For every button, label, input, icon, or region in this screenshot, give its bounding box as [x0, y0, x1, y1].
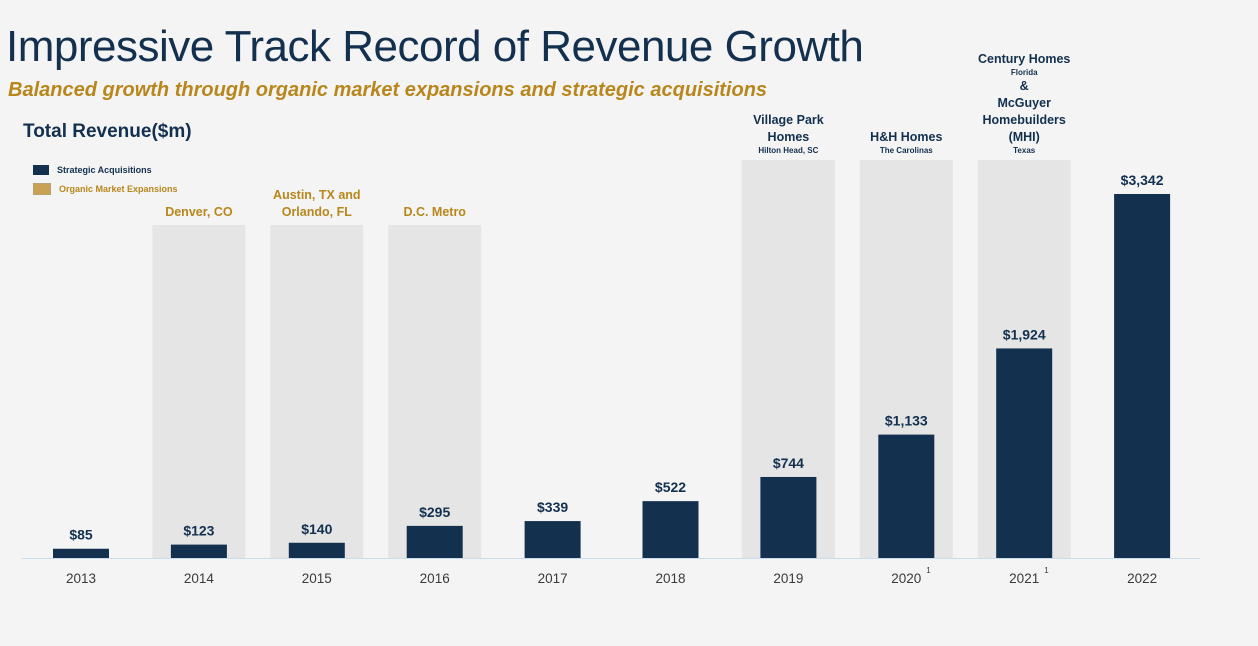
footnote-marker: 1 [926, 566, 931, 575]
annotation-label: (MHI) [1009, 130, 1040, 144]
legend-item-acquisitions: Strategic Acquisitions [33, 165, 152, 175]
annotation-label: H&H Homes [870, 130, 942, 144]
legend-swatch [33, 165, 49, 175]
data-label: $3,342 [1121, 172, 1164, 188]
x-tick-label: 2015 [302, 571, 332, 586]
data-label: $339 [537, 499, 568, 515]
legend-item-organic: Organic Market Expansions [33, 183, 178, 195]
x-tick-label: 2016 [420, 571, 450, 586]
annotation-label: Village Park [753, 113, 824, 127]
annotation-label: McGuyer [997, 96, 1051, 110]
legend-label: Organic Market Expansions [59, 184, 178, 194]
bar-2020 [878, 434, 935, 558]
x-tick-label: 2022 [1127, 571, 1157, 586]
annotation-shade [152, 225, 246, 558]
annotation-label: Florida [1011, 68, 1038, 77]
bar-2022 [1114, 194, 1171, 558]
data-label: $1,924 [1003, 326, 1046, 342]
data-label: $295 [419, 504, 450, 520]
footnote-marker: 1 [1044, 566, 1049, 575]
annotation-label: Texas [1013, 146, 1036, 155]
annotation-shade [270, 225, 364, 558]
data-label: $1,133 [885, 413, 928, 429]
data-label: $744 [773, 455, 804, 471]
x-tick-label: 2017 [538, 571, 568, 586]
annotation-label: D.C. Metro [403, 205, 466, 219]
annotation-label: Century Homes [978, 52, 1070, 66]
x-tick-label: 2019 [773, 571, 803, 586]
bar-2014 [170, 544, 227, 558]
annotation-label: Denver, CO [165, 205, 233, 219]
data-label: $85 [69, 527, 93, 543]
page-subtitle: Balanced growth through organic market e… [8, 79, 768, 101]
annotation-label: Hilton Head, SC [758, 146, 818, 155]
annotation-label: Austin, TX and [273, 188, 361, 202]
legend-swatch [33, 183, 51, 195]
x-tick-label: 2020 [891, 571, 921, 586]
bar-2017 [524, 521, 581, 558]
bar-2016 [406, 525, 463, 558]
data-label: $522 [655, 479, 686, 495]
legend-label: Strategic Acquisitions [57, 165, 152, 175]
annotation-label: & [1020, 79, 1029, 93]
annotation-shade [388, 225, 482, 558]
bar-2013 [53, 548, 109, 558]
annotation-label: Orlando, FL [282, 205, 353, 219]
bar-2015 [288, 542, 345, 558]
annotation-label: Homebuilders [983, 113, 1066, 127]
annotation-label: The Carolinas [880, 146, 933, 155]
data-label: $140 [301, 521, 332, 537]
x-tick-label: 2013 [66, 571, 96, 586]
bar-2021 [996, 348, 1053, 558]
data-label: $123 [183, 523, 214, 539]
x-tick-label: 2018 [655, 571, 685, 586]
x-tick-label: 2014 [184, 571, 215, 586]
bar-2018 [642, 501, 699, 558]
annotation-label: Homes [768, 130, 810, 144]
bar-2019 [760, 476, 817, 558]
chart-title: Total Revenue($m) [23, 121, 192, 142]
x-tick-label: 2021 [1009, 571, 1039, 586]
page-title: Impressive Track Record of Revenue Growt… [6, 22, 864, 71]
